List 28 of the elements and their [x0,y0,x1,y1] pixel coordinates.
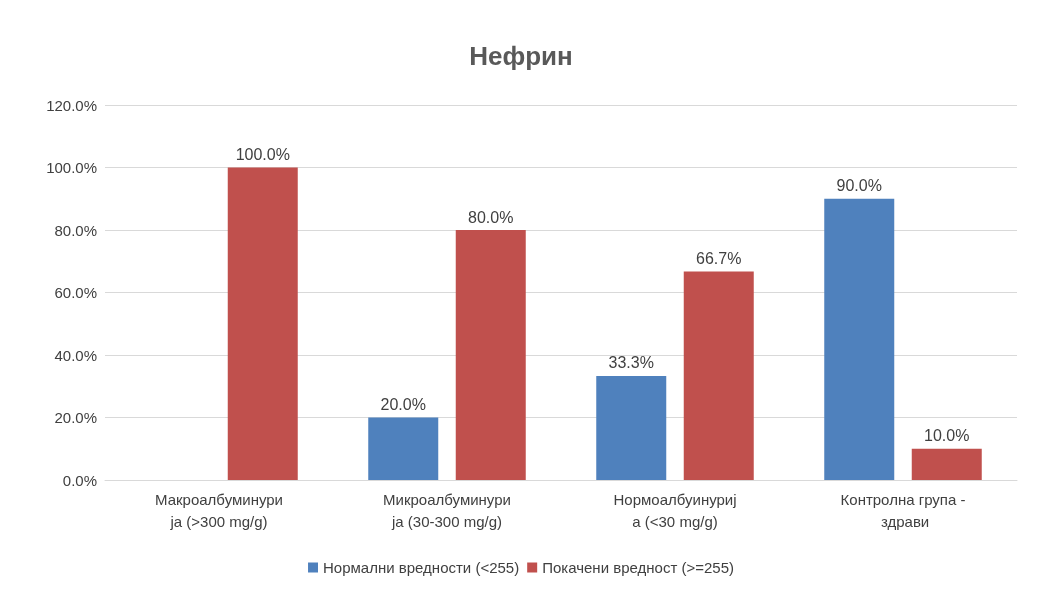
data-label: 66.7% [696,250,742,268]
data-label: 20.0% [380,396,426,413]
bar [596,375,667,480]
bar [368,417,439,480]
bar [455,230,526,480]
data-label: 90.0% [836,177,882,195]
data-label: 10.0% [924,427,970,445]
bar [911,448,982,480]
y-tick-label: 80.0% [54,221,97,239]
x-tick-label: Нормоалбуинурија (<30 mg/g) [613,490,737,530]
x-tick-label: Микроалбуминурија (30-300 mg/g) [383,490,511,530]
y-tick-label: 120.0% [46,96,97,114]
x-tick-label: Контролна група - здрави [840,490,966,530]
bar [683,271,754,480]
data-label: 80.0% [468,208,514,226]
y-tick-label: 40.0% [54,346,97,364]
y-tick-label: 100.0% [46,159,97,176]
y-tick-label: 20.0% [54,409,97,426]
data-label: 33.3% [608,354,654,372]
y-tick-label: 60.0% [54,284,97,301]
data-label: 100.0% [235,146,290,163]
bar [227,167,298,480]
bar [824,198,895,480]
chart-title: Нефрин [469,41,573,71]
legend-label: Нормални вредности (<255) [323,559,520,576]
legend-label: Покачени вредност (>=255) [542,559,734,576]
y-tick-label: 0.0% [62,471,97,489]
x-tick-label: Макроалбуминурија (>300 mg/g) [155,490,283,530]
